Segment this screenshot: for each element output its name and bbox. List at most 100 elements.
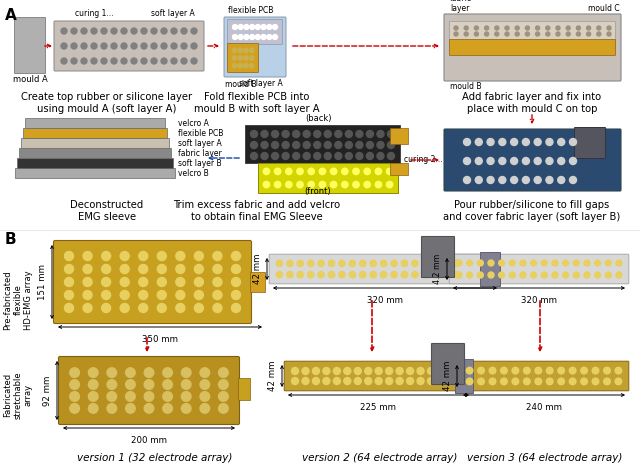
Circle shape — [195, 265, 204, 274]
Circle shape — [163, 392, 172, 401]
Circle shape — [557, 157, 564, 164]
Circle shape — [417, 367, 424, 374]
Circle shape — [176, 291, 185, 300]
Circle shape — [592, 378, 599, 385]
Circle shape — [91, 28, 97, 34]
Text: 151 mm: 151 mm — [38, 264, 47, 300]
Circle shape — [219, 368, 228, 377]
Circle shape — [71, 58, 77, 64]
Circle shape — [65, 291, 74, 300]
Circle shape — [319, 181, 326, 188]
Circle shape — [525, 26, 529, 30]
Circle shape — [195, 277, 204, 286]
FancyBboxPatch shape — [54, 21, 204, 71]
Circle shape — [107, 404, 116, 413]
Circle shape — [161, 43, 167, 49]
Circle shape — [219, 404, 228, 413]
Circle shape — [291, 377, 298, 384]
Circle shape — [422, 260, 429, 267]
Circle shape — [356, 130, 363, 138]
Circle shape — [65, 277, 74, 286]
Circle shape — [213, 265, 222, 274]
Circle shape — [489, 378, 496, 385]
Circle shape — [244, 56, 248, 60]
Text: (back): (back) — [305, 114, 332, 123]
Circle shape — [250, 141, 257, 148]
Circle shape — [200, 368, 210, 377]
Circle shape — [232, 277, 241, 286]
Circle shape — [505, 32, 509, 36]
Circle shape — [276, 271, 283, 278]
Circle shape — [307, 260, 314, 267]
Circle shape — [360, 271, 366, 278]
Circle shape — [200, 404, 210, 413]
Circle shape — [464, 26, 468, 30]
Circle shape — [267, 24, 272, 30]
Circle shape — [584, 272, 590, 278]
Circle shape — [308, 181, 314, 188]
Circle shape — [71, 43, 77, 49]
Circle shape — [522, 157, 529, 164]
Circle shape — [401, 260, 408, 267]
Circle shape — [557, 138, 564, 146]
Circle shape — [499, 138, 506, 146]
Circle shape — [81, 58, 87, 64]
Circle shape — [91, 43, 97, 49]
Text: 320 mm: 320 mm — [367, 296, 403, 305]
Circle shape — [157, 303, 166, 312]
Circle shape — [318, 271, 324, 278]
Circle shape — [276, 260, 283, 267]
Circle shape — [406, 367, 413, 374]
Circle shape — [213, 303, 222, 312]
Circle shape — [181, 43, 187, 49]
Circle shape — [250, 130, 257, 138]
Circle shape — [375, 168, 381, 175]
Circle shape — [191, 58, 197, 64]
Circle shape — [297, 168, 303, 175]
Circle shape — [111, 43, 117, 49]
Circle shape — [333, 377, 340, 384]
Text: 92 mm: 92 mm — [43, 375, 52, 406]
Circle shape — [487, 157, 494, 164]
Circle shape — [250, 153, 257, 160]
Circle shape — [499, 260, 505, 266]
Circle shape — [324, 153, 332, 160]
Circle shape — [511, 177, 518, 184]
Circle shape — [375, 377, 382, 384]
Circle shape — [323, 367, 330, 374]
Circle shape — [380, 271, 387, 278]
Circle shape — [139, 252, 148, 260]
Circle shape — [570, 378, 576, 385]
Circle shape — [181, 28, 187, 34]
Text: 320 mm: 320 mm — [521, 296, 557, 305]
Circle shape — [292, 153, 300, 160]
Circle shape — [151, 43, 157, 49]
Circle shape — [454, 32, 458, 36]
Circle shape — [161, 58, 167, 64]
Circle shape — [570, 367, 576, 374]
Circle shape — [604, 367, 611, 374]
Circle shape — [61, 28, 67, 34]
Circle shape — [163, 404, 172, 413]
Circle shape — [303, 141, 310, 148]
Circle shape — [232, 24, 237, 30]
Circle shape — [111, 58, 117, 64]
Circle shape — [454, 26, 458, 30]
Circle shape — [499, 272, 505, 278]
Circle shape — [328, 271, 335, 278]
Circle shape — [139, 303, 148, 312]
Circle shape — [111, 28, 117, 34]
Circle shape — [406, 377, 413, 384]
Circle shape — [534, 177, 541, 184]
Circle shape — [314, 153, 321, 160]
Circle shape — [308, 168, 314, 175]
Bar — [25, 118, 165, 128]
Circle shape — [261, 24, 266, 30]
Bar — [23, 128, 167, 138]
Bar — [17, 158, 173, 168]
Circle shape — [477, 260, 483, 266]
Circle shape — [157, 277, 166, 286]
Circle shape — [556, 32, 560, 36]
Circle shape — [261, 130, 268, 138]
Circle shape — [375, 181, 381, 188]
